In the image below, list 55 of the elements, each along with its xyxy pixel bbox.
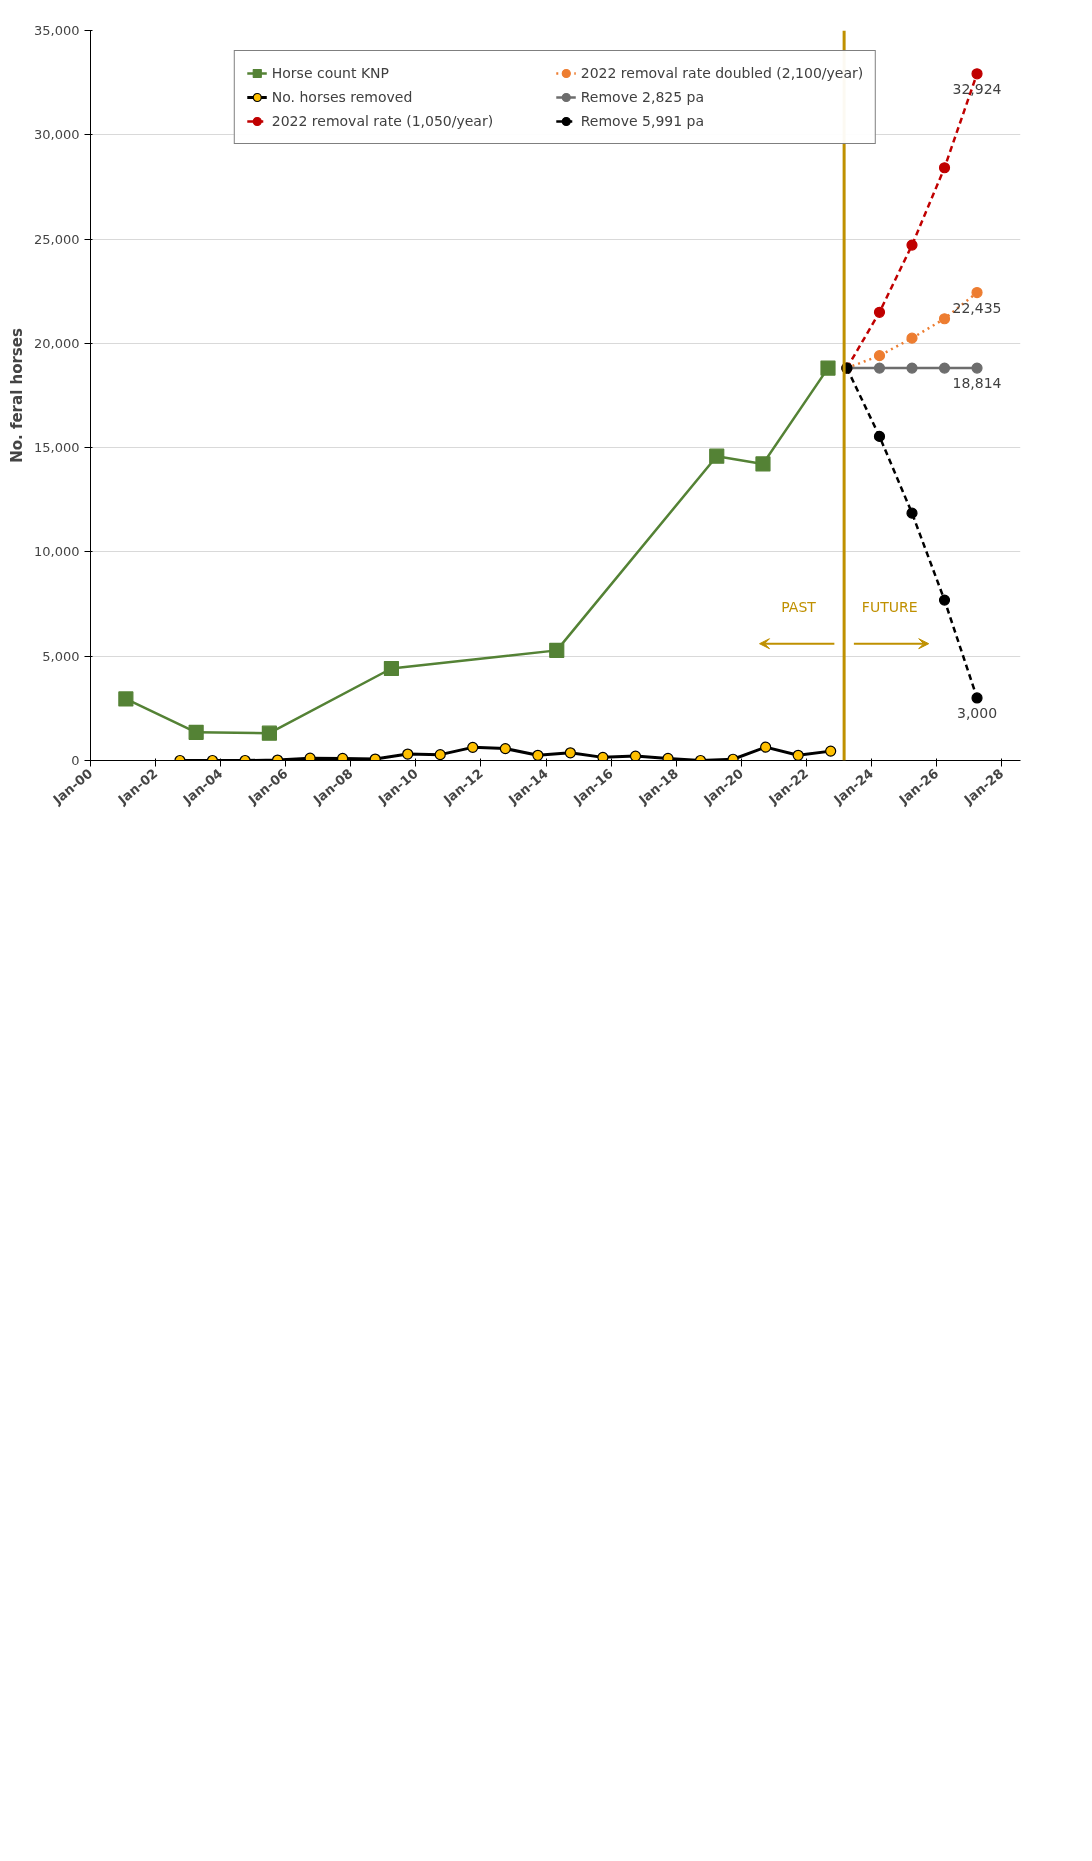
y-axis-title: No. feral horses xyxy=(8,328,27,463)
legend-label: Remove 2,825 pa xyxy=(580,89,706,105)
point xyxy=(434,749,446,761)
legend-label: No. horses removed xyxy=(271,89,414,105)
point xyxy=(938,362,951,374)
point xyxy=(906,239,918,251)
point xyxy=(820,360,836,376)
y-tick-label: 15,000 xyxy=(34,440,80,456)
point xyxy=(971,68,983,80)
point xyxy=(873,430,886,442)
point xyxy=(261,725,277,741)
data-label: 32,924 xyxy=(952,80,1002,97)
point xyxy=(938,162,951,174)
point xyxy=(906,332,918,344)
point xyxy=(938,594,951,606)
point xyxy=(709,448,725,464)
point xyxy=(906,362,918,374)
point xyxy=(532,749,544,761)
point xyxy=(971,286,983,299)
point xyxy=(402,748,414,760)
data-label: 22,435 xyxy=(952,299,1002,316)
point xyxy=(118,691,134,707)
point xyxy=(188,724,204,740)
point xyxy=(938,313,951,325)
point xyxy=(499,743,511,755)
legend-label: Remove 5,991 pa xyxy=(580,113,706,129)
y-tick-label: 5,000 xyxy=(42,648,80,664)
point xyxy=(467,741,479,753)
y-tick-label: 30,000 xyxy=(34,127,80,143)
data-label: 3,000 xyxy=(956,704,998,721)
legend-label: 2022 removal rate (1,050/year) xyxy=(271,113,495,129)
legend-label: Horse count KNP xyxy=(271,65,390,81)
point xyxy=(873,306,886,318)
annotation: FUTURE xyxy=(861,598,918,615)
annotation: PAST xyxy=(781,598,817,615)
y-tick-label: 20,000 xyxy=(34,335,80,351)
point xyxy=(906,507,918,519)
legend-label: 2022 removal rate doubled (2,100/year) xyxy=(580,65,864,81)
point xyxy=(873,362,886,374)
point xyxy=(760,741,772,753)
point xyxy=(755,456,771,472)
point xyxy=(873,350,886,362)
point xyxy=(629,750,642,761)
point xyxy=(971,362,983,374)
point xyxy=(564,747,576,759)
y-tick-label: 0 xyxy=(71,753,80,768)
point xyxy=(549,642,565,658)
y-tick-label: 25,000 xyxy=(34,231,80,247)
point xyxy=(971,692,983,704)
point xyxy=(383,660,400,677)
point xyxy=(792,749,804,761)
y-tick-label: 10,000 xyxy=(34,544,80,560)
y-tick-label: 35,000 xyxy=(34,23,80,38)
point xyxy=(825,745,837,757)
data-label: 18,814 xyxy=(952,375,1002,392)
